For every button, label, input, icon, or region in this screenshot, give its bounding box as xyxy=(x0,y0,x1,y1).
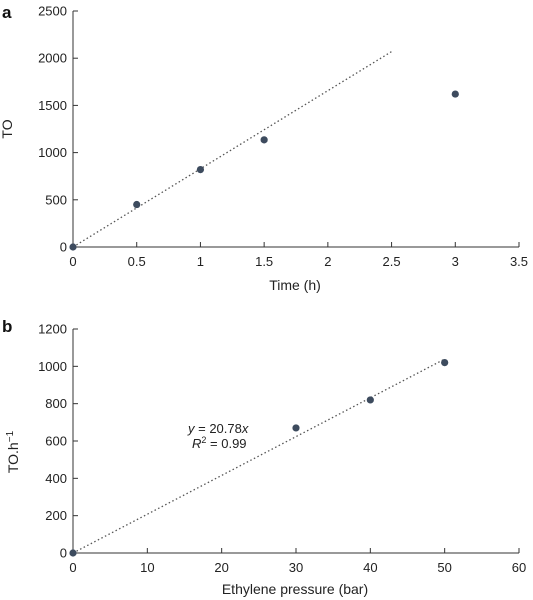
y-tick-label: 1000 xyxy=(38,359,67,374)
panel-a-y-axis-title: TO xyxy=(0,119,15,138)
y-tick-label: 0 xyxy=(60,240,67,255)
y-tick-label: 1500 xyxy=(38,98,67,113)
x-tick-label: 60 xyxy=(512,560,526,575)
x-tick-label: 10 xyxy=(140,560,154,575)
data-point xyxy=(366,396,374,404)
x-tick-label: 20 xyxy=(214,560,228,575)
panel-a-trendline xyxy=(72,51,392,248)
data-point xyxy=(441,359,449,367)
panel-a-letter: a xyxy=(2,3,12,22)
data-point xyxy=(451,90,459,98)
y-tick-label: 800 xyxy=(45,396,67,411)
data-point xyxy=(260,136,268,144)
x-tick-label: 40 xyxy=(363,560,377,575)
x-tick-label: 1 xyxy=(197,254,204,269)
panel-b-y-axis-title: TO.h−1 xyxy=(5,430,22,473)
equation-annotation: y = 20.78x xyxy=(187,421,249,436)
y-tick-label: 1000 xyxy=(38,145,67,160)
panel-a-points xyxy=(69,90,459,251)
x-tick-label: 2 xyxy=(324,254,331,269)
data-point xyxy=(69,243,77,251)
x-tick-label: 2.5 xyxy=(383,254,401,269)
y-tick-label: 600 xyxy=(45,434,67,449)
panel-b-axes xyxy=(72,329,519,554)
x-tick-label: 1.5 xyxy=(255,254,273,269)
trendline xyxy=(72,51,392,248)
panel-a-axes xyxy=(72,11,519,248)
r-squared-annotation: R2 = 0.99 xyxy=(192,435,247,451)
panel-b-letter: b xyxy=(2,317,12,336)
panel-a-x-axis-title: Time (h) xyxy=(269,277,321,293)
data-point xyxy=(133,200,141,209)
x-tick-label: 3.5 xyxy=(510,254,528,269)
data-point xyxy=(196,165,205,174)
panel-b-points xyxy=(69,359,449,557)
x-tick-label: 0 xyxy=(69,254,76,269)
y-tick-label: 1200 xyxy=(38,322,67,337)
data-point xyxy=(292,424,300,432)
y-tick-label: 500 xyxy=(45,192,67,207)
x-tick-label: 0.5 xyxy=(128,254,146,269)
x-tick-label: 3 xyxy=(452,254,459,269)
x-tick-label: 50 xyxy=(437,560,451,575)
x-tick-label: 0 xyxy=(69,560,76,575)
y-tick-label: 2000 xyxy=(38,51,67,66)
y-tick-label: 2500 xyxy=(38,4,67,19)
y-tick-label: 400 xyxy=(45,471,67,486)
panel-b-x-axis-title: Ethylene pressure (bar) xyxy=(222,581,368,597)
panel-a: a 0 0.5 1 1.5 2 2.5 3 3.5 0 500 1000 1500 2000 2500 T… xyxy=(0,3,528,293)
y-tick-label: 200 xyxy=(45,508,67,523)
y-tick-label: 0 xyxy=(60,546,67,561)
data-point xyxy=(69,549,77,557)
panel-b-trendline xyxy=(72,358,445,554)
trendline xyxy=(72,358,445,554)
x-tick-label: 30 xyxy=(289,560,303,575)
panel-a-ticks: 0 0.5 1 1.5 2 2.5 3 3.5 0 500 1000 1500 2000 2500 xyxy=(38,4,528,270)
